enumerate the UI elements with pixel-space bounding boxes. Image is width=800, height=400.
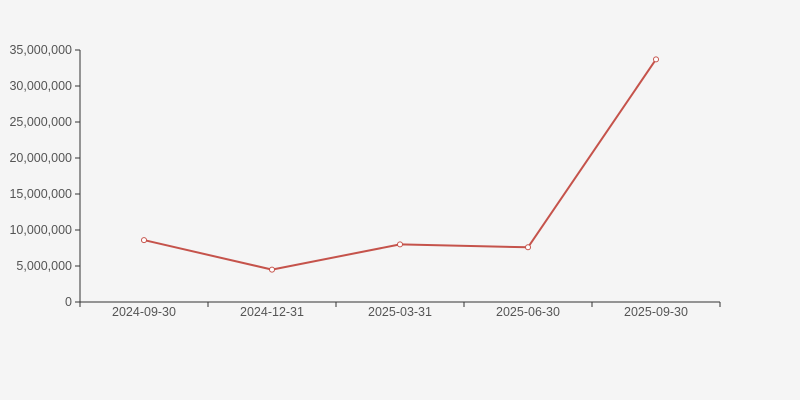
x-axis-label: 2025-03-31 bbox=[368, 305, 432, 319]
x-axis-label: 2025-06-30 bbox=[496, 305, 560, 319]
x-axis-label: 2025-09-30 bbox=[624, 305, 688, 319]
y-axis-label: 10,000,000 bbox=[9, 223, 72, 237]
y-axis-label: 0 bbox=[65, 295, 72, 309]
data-point-marker bbox=[141, 237, 147, 244]
y-axis-label: 25,000,000 bbox=[9, 115, 72, 129]
y-axis-label: 20,000,000 bbox=[9, 151, 72, 165]
data-point-marker bbox=[525, 244, 531, 251]
y-axis-label: 35,000,000 bbox=[9, 43, 72, 57]
data-point-marker bbox=[397, 241, 403, 248]
x-axis-label: 2024-12-31 bbox=[240, 305, 304, 319]
data-point-marker bbox=[653, 56, 659, 63]
x-axis-label: 2024-09-30 bbox=[112, 305, 176, 319]
y-axis-label: 30,000,000 bbox=[9, 79, 72, 93]
y-axis-label: 15,000,000 bbox=[9, 187, 72, 201]
data-point-marker bbox=[269, 266, 275, 273]
y-axis-label: 5,000,000 bbox=[16, 259, 72, 273]
